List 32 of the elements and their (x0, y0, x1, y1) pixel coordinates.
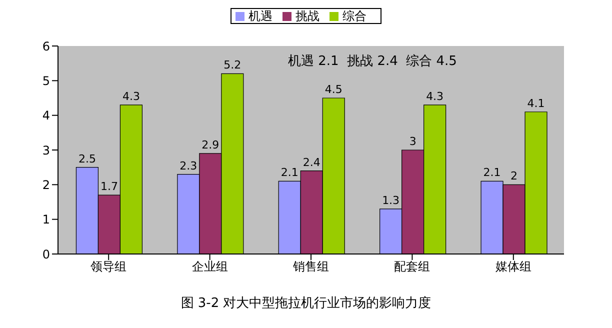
legend-label: 机遇 (248, 9, 272, 23)
data-label: 4.1 (527, 96, 545, 110)
legend-label: 综合 (342, 9, 366, 23)
data-label: 2.5 (78, 152, 96, 166)
x-tick-label: 企业组 (192, 260, 228, 274)
data-label: 2.1 (280, 166, 298, 180)
x-tick-label: 销售组 (292, 260, 329, 274)
data-label: 2.3 (180, 159, 198, 172)
data-label: 2.4 (302, 156, 320, 169)
text: 图 3-2 对大中型拖拉机行业市场的影响力度 (180, 295, 432, 312)
y-tick-label: 6 (42, 39, 50, 54)
x-tick-label: 配套组 (394, 260, 430, 274)
y-tick-label: 5 (42, 74, 50, 88)
data-label: 2 (510, 170, 518, 183)
annotation: 机遇 2.1 挑战 2.4 综合 4.5 (288, 53, 457, 70)
data-label: 4.5 (324, 83, 342, 96)
data-label: 1.7 (100, 180, 118, 194)
x-tick-label: 领导组 (90, 260, 127, 274)
data-label: 3 (409, 135, 416, 148)
data-label: 4.3 (122, 90, 140, 103)
data-label: 4.3 (426, 90, 444, 103)
y-tick-label: 4 (42, 108, 50, 123)
data-label: 2.9 (202, 138, 220, 152)
y-tick-label: 0 (42, 247, 50, 262)
y-tick-label: 1 (42, 212, 50, 227)
data-label: 2.1 (483, 166, 501, 180)
legend-label: 挑战 (296, 9, 320, 23)
data-label: 1.3 (382, 194, 400, 207)
x-tick-label: 媒体组 (495, 260, 532, 274)
y-tick-label: 3 (42, 143, 50, 158)
data-label: 5.2 (224, 58, 242, 72)
y-tick-label: 2 (42, 178, 50, 192)
